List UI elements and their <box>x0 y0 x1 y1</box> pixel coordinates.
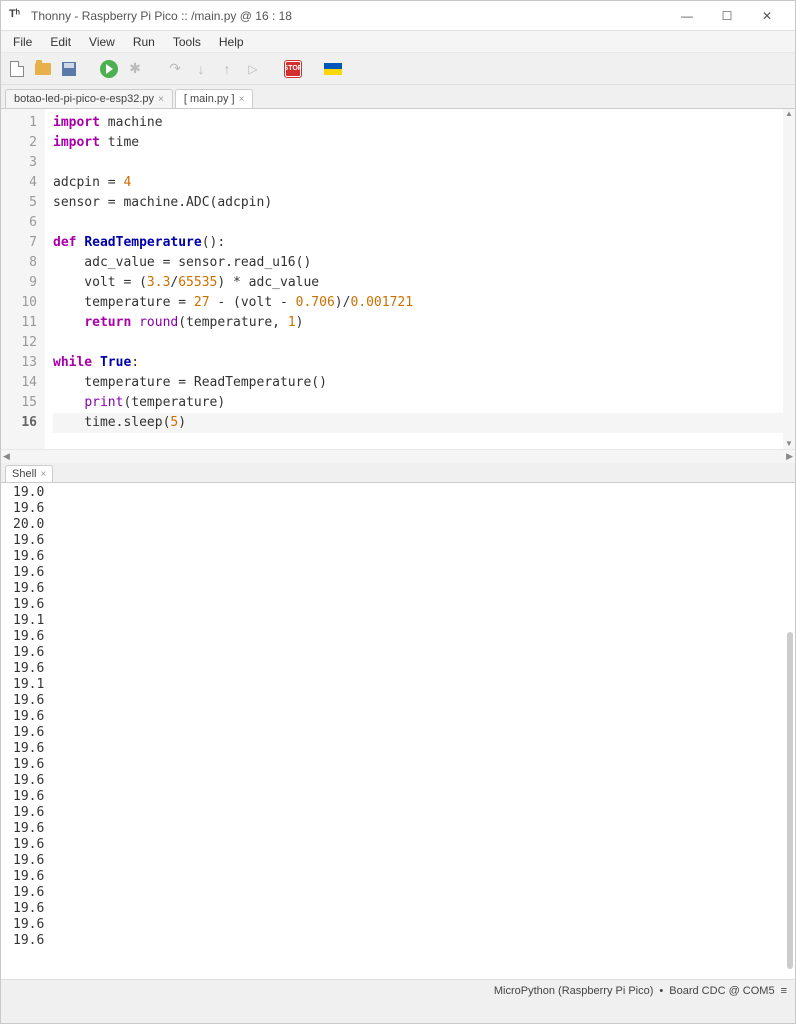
new-file-icon <box>10 61 24 77</box>
menu-tools[interactable]: Tools <box>165 33 209 51</box>
step-out-icon: ↑ <box>224 61 231 77</box>
window-title: Thonny - Raspberry Pi Pico :: /main.py @… <box>31 9 667 23</box>
shell-tab-label: Shell <box>12 468 36 480</box>
close-icon[interactable]: × <box>40 469 46 480</box>
editor-scrollbar-vertical[interactable]: ▲ ▼ <box>783 109 795 449</box>
menu-view[interactable]: View <box>81 33 123 51</box>
menubar: File Edit View Run Tools Help <box>1 31 795 53</box>
menu-edit[interactable]: Edit <box>42 33 79 51</box>
tab-shell[interactable]: Shell × <box>5 465 53 482</box>
shell-text: 19.0 19.6 20.0 19.6 19.6 19.6 19.6 19.6 … <box>13 485 783 949</box>
step-out-button[interactable]: ↑ <box>217 59 237 79</box>
status-sep: • <box>659 985 663 997</box>
resume-icon: ▷ <box>248 62 257 76</box>
open-file-button[interactable] <box>33 59 53 79</box>
tab-label: botao-led-pi-pico-e-esp32.py <box>14 93 154 105</box>
support-ukraine-button[interactable] <box>323 59 343 79</box>
open-folder-icon <box>35 63 51 75</box>
step-over-button[interactable]: ↷ <box>165 59 185 79</box>
step-over-icon: ↷ <box>169 60 181 77</box>
shell-output[interactable]: 19.0 19.6 20.0 19.6 19.6 19.6 19.6 19.6 … <box>1 483 795 979</box>
debug-button[interactable]: ✱ <box>125 59 145 79</box>
menu-file[interactable]: File <box>5 33 40 51</box>
menu-help[interactable]: Help <box>211 33 252 51</box>
new-file-button[interactable] <box>7 59 27 79</box>
editor-scrollbar-horizontal[interactable]: ◀ ▶ <box>1 449 795 463</box>
step-into-button[interactable]: ↓ <box>191 59 211 79</box>
scroll-down-icon[interactable]: ▼ <box>784 439 794 449</box>
step-into-icon: ↓ <box>198 61 205 77</box>
maximize-button[interactable]: ☐ <box>707 2 747 30</box>
ukraine-flag-icon <box>324 63 342 75</box>
line-number-gutter: 12345678910111213141516 <box>1 109 45 449</box>
app-name: Thonny <box>31 9 71 23</box>
title-suffix: - Raspberry Pi Pico :: /main.py @ 16 : 1… <box>71 9 292 23</box>
shell-scrollbar[interactable] <box>787 632 793 969</box>
resume-button[interactable]: ▷ <box>243 59 263 79</box>
app-icon: Tʰ <box>9 8 25 24</box>
menu-run[interactable]: Run <box>125 33 163 51</box>
editor-pane: 12345678910111213141516 import machineim… <box>1 109 795 449</box>
save-icon <box>62 62 76 76</box>
status-port[interactable]: Board CDC @ COM5 <box>669 985 774 997</box>
shell-tabs: Shell × <box>1 463 795 483</box>
bug-icon: ✱ <box>129 60 141 77</box>
minimize-button[interactable]: — <box>667 2 707 30</box>
code-area[interactable]: import machineimport time adcpin = 4sens… <box>45 109 795 449</box>
status-interpreter[interactable]: MicroPython (Raspberry Pi Pico) <box>494 985 654 997</box>
titlebar: Tʰ Thonny - Raspberry Pi Pico :: /main.p… <box>1 1 795 31</box>
statusbar: MicroPython (Raspberry Pi Pico) • Board … <box>1 979 795 1001</box>
tab-label: [ main.py ] <box>184 93 235 105</box>
run-icon <box>100 60 118 78</box>
scroll-right-icon[interactable]: ▶ <box>786 451 793 462</box>
stop-button[interactable]: STOP <box>283 59 303 79</box>
tab-main-py[interactable]: [ main.py ] × <box>175 89 254 108</box>
toolbar: ✱ ↷ ↓ ↑ ▷ STOP <box>1 53 795 85</box>
close-icon[interactable]: × <box>239 94 245 105</box>
scroll-left-icon[interactable]: ◀ <box>3 451 10 462</box>
run-button[interactable] <box>99 59 119 79</box>
status-menu-icon[interactable]: ≡ <box>781 985 787 997</box>
tab-botao-led[interactable]: botao-led-pi-pico-e-esp32.py × <box>5 89 173 108</box>
close-icon[interactable]: × <box>158 94 164 105</box>
close-button[interactable]: ✕ <box>747 2 787 30</box>
scroll-up-icon[interactable]: ▲ <box>784 109 794 119</box>
stop-icon: STOP <box>285 61 301 77</box>
editor-tabs: botao-led-pi-pico-e-esp32.py × [ main.py… <box>1 85 795 109</box>
save-file-button[interactable] <box>59 59 79 79</box>
